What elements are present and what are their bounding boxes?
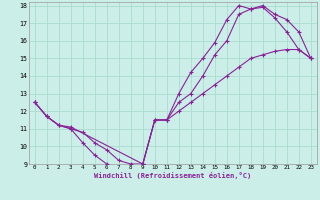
X-axis label: Windchill (Refroidissement éolien,°C): Windchill (Refroidissement éolien,°C) <box>94 172 252 179</box>
